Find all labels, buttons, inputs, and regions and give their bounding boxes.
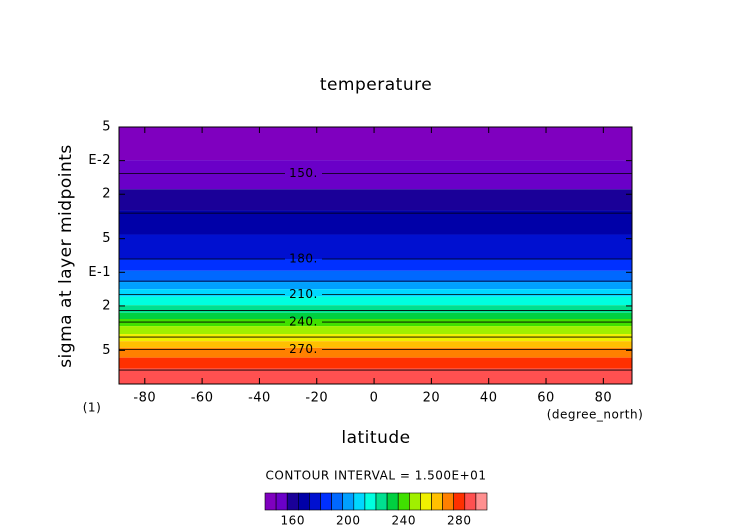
contour-band [119, 189, 632, 211]
colorbar-box [420, 492, 432, 511]
y-tick-label: E-2 [88, 153, 111, 168]
contour-band [119, 160, 632, 190]
colorbar-box [397, 492, 410, 511]
contour-label: 180. [289, 251, 318, 265]
contour-band [119, 341, 632, 348]
contour-label: 150. [289, 166, 318, 180]
contour-interval: CONTOUR INTERVAL = 1.500E+01 [266, 469, 487, 483]
colorbar-box [375, 492, 388, 511]
x-tick-label: -20 [305, 391, 328, 406]
colorbar-box [475, 492, 488, 511]
x-tick-label: 0 [370, 391, 379, 406]
colorbar-box [320, 492, 332, 511]
colorbar-box [442, 492, 455, 511]
y-tick-label: E-1 [88, 265, 111, 280]
colorbar-box [364, 492, 377, 511]
contour-band [119, 357, 632, 369]
contour-band [119, 326, 632, 335]
x-tick-label: 40 [480, 391, 498, 406]
contour-band [119, 289, 632, 297]
y-tick-label: 5 [102, 120, 111, 135]
contour-band [119, 127, 632, 161]
x-unit: (degree_north) [547, 408, 644, 422]
y-tick-label: 5 [102, 231, 111, 246]
colorbar-box [408, 492, 421, 511]
contour-band [119, 296, 632, 306]
colorbar-box [309, 492, 321, 511]
x-tick-label: -80 [133, 391, 156, 406]
contour-band [119, 319, 632, 327]
colorbar-box [431, 492, 443, 511]
contour-band [119, 368, 632, 384]
y-axis-label: sigma at layer midpoints [56, 144, 76, 368]
x-tick-label: 60 [537, 391, 555, 406]
contour-band [119, 258, 632, 271]
colorbar-box [286, 492, 299, 511]
y-tick-label: 2 [102, 298, 111, 313]
x-axis-label: latitude [341, 428, 410, 448]
chart-title: temperature [320, 75, 432, 95]
colorbar-box [386, 492, 399, 511]
colorbar-box [464, 492, 477, 511]
colorbar-box [275, 492, 288, 511]
colorbar-label: 200 [336, 514, 360, 528]
contour-band [119, 334, 632, 342]
contour-label: 240. [289, 315, 318, 329]
contour-band [119, 282, 632, 290]
contour-label: 270. [289, 342, 318, 356]
y-tick-label: 5 [102, 343, 111, 358]
x-tick-label: 80 [595, 391, 613, 406]
x-tick-label: -60 [191, 391, 214, 406]
contour-band [119, 270, 632, 283]
plot-frame [118, 126, 633, 385]
contour-band [119, 312, 632, 320]
colorbar-label: 240 [392, 514, 416, 528]
contour-band [119, 305, 632, 313]
contour-band [119, 210, 632, 235]
colorbar-label: 160 [281, 514, 305, 528]
contour-label: 210. [289, 287, 318, 301]
x-tick-label: -40 [248, 391, 271, 406]
contour-band [119, 347, 632, 358]
colorbar-box [353, 492, 366, 511]
x-tick-label: 20 [423, 391, 441, 406]
contour-band [119, 234, 632, 259]
colorbar-box [264, 492, 277, 511]
colorbar-box [342, 492, 355, 511]
colorbar-box [297, 492, 310, 511]
colorbar-box [453, 492, 466, 511]
colorbar-label: 280 [447, 514, 471, 528]
y-unit: (1) [83, 401, 102, 415]
y-tick-label: 2 [102, 187, 111, 202]
colorbar-box [331, 492, 344, 511]
